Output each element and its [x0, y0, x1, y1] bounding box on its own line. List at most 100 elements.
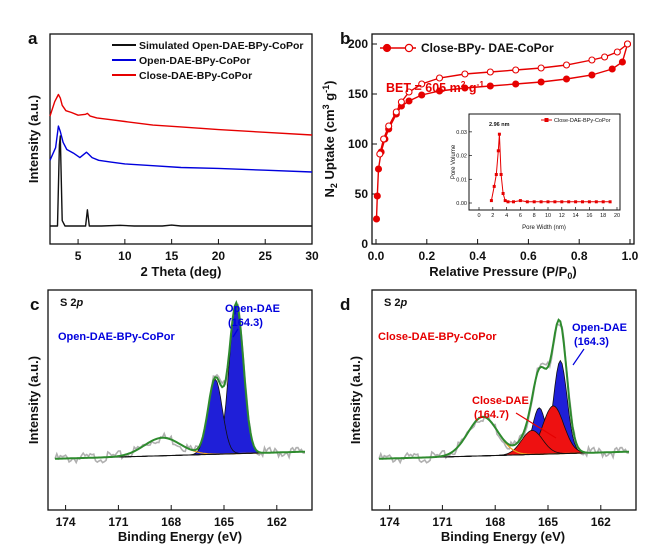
- isotherm-point-desorption: [601, 53, 609, 61]
- xps-component-open-dae-2p3-2: [55, 302, 306, 460]
- inset-point: [608, 200, 612, 204]
- inset-point: [601, 200, 605, 204]
- inset-point: [587, 200, 591, 204]
- y-tick-label-b: 100: [348, 137, 368, 151]
- y-axis-label-a: Intensity (a.u.): [26, 95, 41, 183]
- plot-frame-d: [371, 289, 637, 511]
- x-label-b-tail: ): [572, 264, 576, 279]
- inset-x-tick-label: 12: [559, 213, 565, 219]
- inset-legend-marker: [544, 118, 549, 122]
- y-tick-label-b: 200: [348, 37, 368, 51]
- peak-label-d-open-value: (164.3): [574, 336, 609, 348]
- x-axis-label-c: Binding Energy (eV): [118, 529, 242, 544]
- inset-x-tick-label: 6: [519, 213, 522, 219]
- spectrum-label-d: S 2p: [384, 297, 408, 309]
- x-axis-label-b: Relative Pressure (P/P0): [429, 264, 576, 281]
- plot-frame-a: [49, 33, 313, 245]
- isotherm-point-desorption: [512, 66, 520, 74]
- y-axis-label-d: Intensity (a.u.): [348, 356, 363, 444]
- isotherm-point-desorption: [461, 70, 469, 78]
- inset-point: [553, 200, 557, 204]
- xrd-line-1: [49, 125, 313, 173]
- inset-point: [506, 200, 510, 204]
- panel-a: a 5 10 15 20 25 30 2 Theta (deg) Intensity (a…: [26, 29, 319, 279]
- peak-arrow-d-close: [515, 412, 557, 439]
- peak-arrow-d-open: [572, 348, 585, 366]
- isotherm-point-desorption: [435, 74, 444, 82]
- inset-point: [574, 200, 578, 204]
- plot-frame-b: [371, 33, 635, 245]
- inset-point: [499, 173, 503, 176]
- inset-x-tick-label: 8: [533, 213, 536, 219]
- isotherm-point-adsorption: [588, 71, 596, 79]
- inset-x-tick-label: 0: [477, 213, 480, 219]
- peak-label-d-close-value: (164.7): [474, 409, 509, 421]
- xrd-series: [49, 93, 313, 227]
- inset-point: [594, 200, 598, 204]
- isotherm-point-desorption: [537, 64, 545, 72]
- legend-marker-filled: [382, 43, 392, 53]
- inset-point: [497, 132, 501, 136]
- isotherm-point-adsorption: [486, 82, 494, 90]
- x-tick-label-xps: 165: [538, 515, 558, 529]
- s2-text-d: S 2: [384, 297, 401, 309]
- inset-point: [546, 200, 550, 204]
- x-tick-label-xps: 168: [161, 515, 181, 529]
- isotherm-point-adsorption: [374, 165, 383, 173]
- legend-label-simulated: Simulated Open-DAE-BPy-CoPor: [139, 40, 304, 52]
- x-tick-label-b: 1.0: [622, 249, 639, 263]
- s2-p-c: p: [76, 297, 84, 309]
- inset-y-tick-label: 0.00: [456, 201, 467, 207]
- isotherm-point-desorption: [418, 80, 426, 88]
- inset-y-tick-label: 0.02: [456, 154, 467, 160]
- isotherm-point-desorption: [376, 150, 384, 158]
- inset-x-tick-label: 4: [505, 213, 508, 219]
- isotherm-point-desorption: [562, 61, 571, 69]
- x-label-b-sub: 0: [567, 271, 572, 281]
- inset-pore-distribution: 0 2 4 6 8 10 12 14 16 18 20 0.00 0.01 0.02 0.03 Close-…: [451, 113, 621, 231]
- isotherm-point-adsorption: [418, 91, 426, 99]
- legend-label-isotherm: Close-BPy- DAE-CoPor: [421, 41, 554, 55]
- inset-peak-annotation: 2.96 nm: [489, 122, 510, 128]
- peak-label-c-value: (164.3): [228, 317, 263, 329]
- isotherm-point-desorption: [623, 40, 632, 48]
- inset-point: [496, 149, 500, 153]
- inset-frame: [468, 113, 621, 211]
- xrd-line-0: [50, 135, 312, 227]
- x-axis-label-a: 2 Theta (deg): [141, 264, 222, 279]
- peak-label-d-close-name: Close-DAE: [472, 395, 529, 407]
- isotherm-point-desorption: [392, 108, 400, 116]
- inset-point: [489, 199, 493, 203]
- y-label-b-tail: ): [322, 80, 337, 84]
- y-tick-label-b: 50: [355, 187, 369, 201]
- bet-unit-sup: 2: [461, 79, 466, 89]
- isotherm-point-adsorption: [608, 65, 616, 73]
- inset-x-tick-label: 16: [586, 213, 592, 219]
- y-tick-label-b: 150: [348, 87, 368, 101]
- s2-text-c: S 2: [60, 297, 77, 309]
- inset-legend-label: Close-DAE-BPy-CoPor: [554, 118, 611, 124]
- inset-point: [581, 200, 584, 204]
- inset-point: [512, 200, 515, 204]
- inset-x-label: Pore Width (nm): [522, 225, 566, 231]
- inset-x-tick-label: 18: [600, 213, 606, 219]
- isotherm-point-desorption: [385, 122, 393, 130]
- spectrum-label-c: S 2p: [60, 297, 84, 309]
- x-tick-label-a: 10: [118, 249, 132, 263]
- isotherm-point-adsorption: [405, 97, 413, 105]
- isotherm-point-desorption: [405, 88, 413, 96]
- x-tick-label-a: 5: [75, 249, 82, 263]
- isotherm-point-adsorption: [461, 84, 469, 92]
- x-tick-label-b: 0.6: [520, 249, 537, 263]
- y-label-b-sup: 3: [321, 104, 331, 109]
- bet-unit-sup2: -1: [477, 79, 485, 89]
- inset-y-tick-label: 0.03: [456, 130, 467, 136]
- x-tick-label-a: 30: [305, 249, 319, 263]
- y-axis-label-b: N2 Uptake (cm3 g-1): [321, 80, 339, 197]
- inset-y-tick-label: 0.01: [456, 177, 467, 183]
- inset-point: [494, 173, 498, 176]
- panel-letter-a: a: [28, 29, 38, 48]
- panel-letter-c: c: [30, 295, 39, 314]
- x-tick-label-b: 0.0: [368, 249, 385, 263]
